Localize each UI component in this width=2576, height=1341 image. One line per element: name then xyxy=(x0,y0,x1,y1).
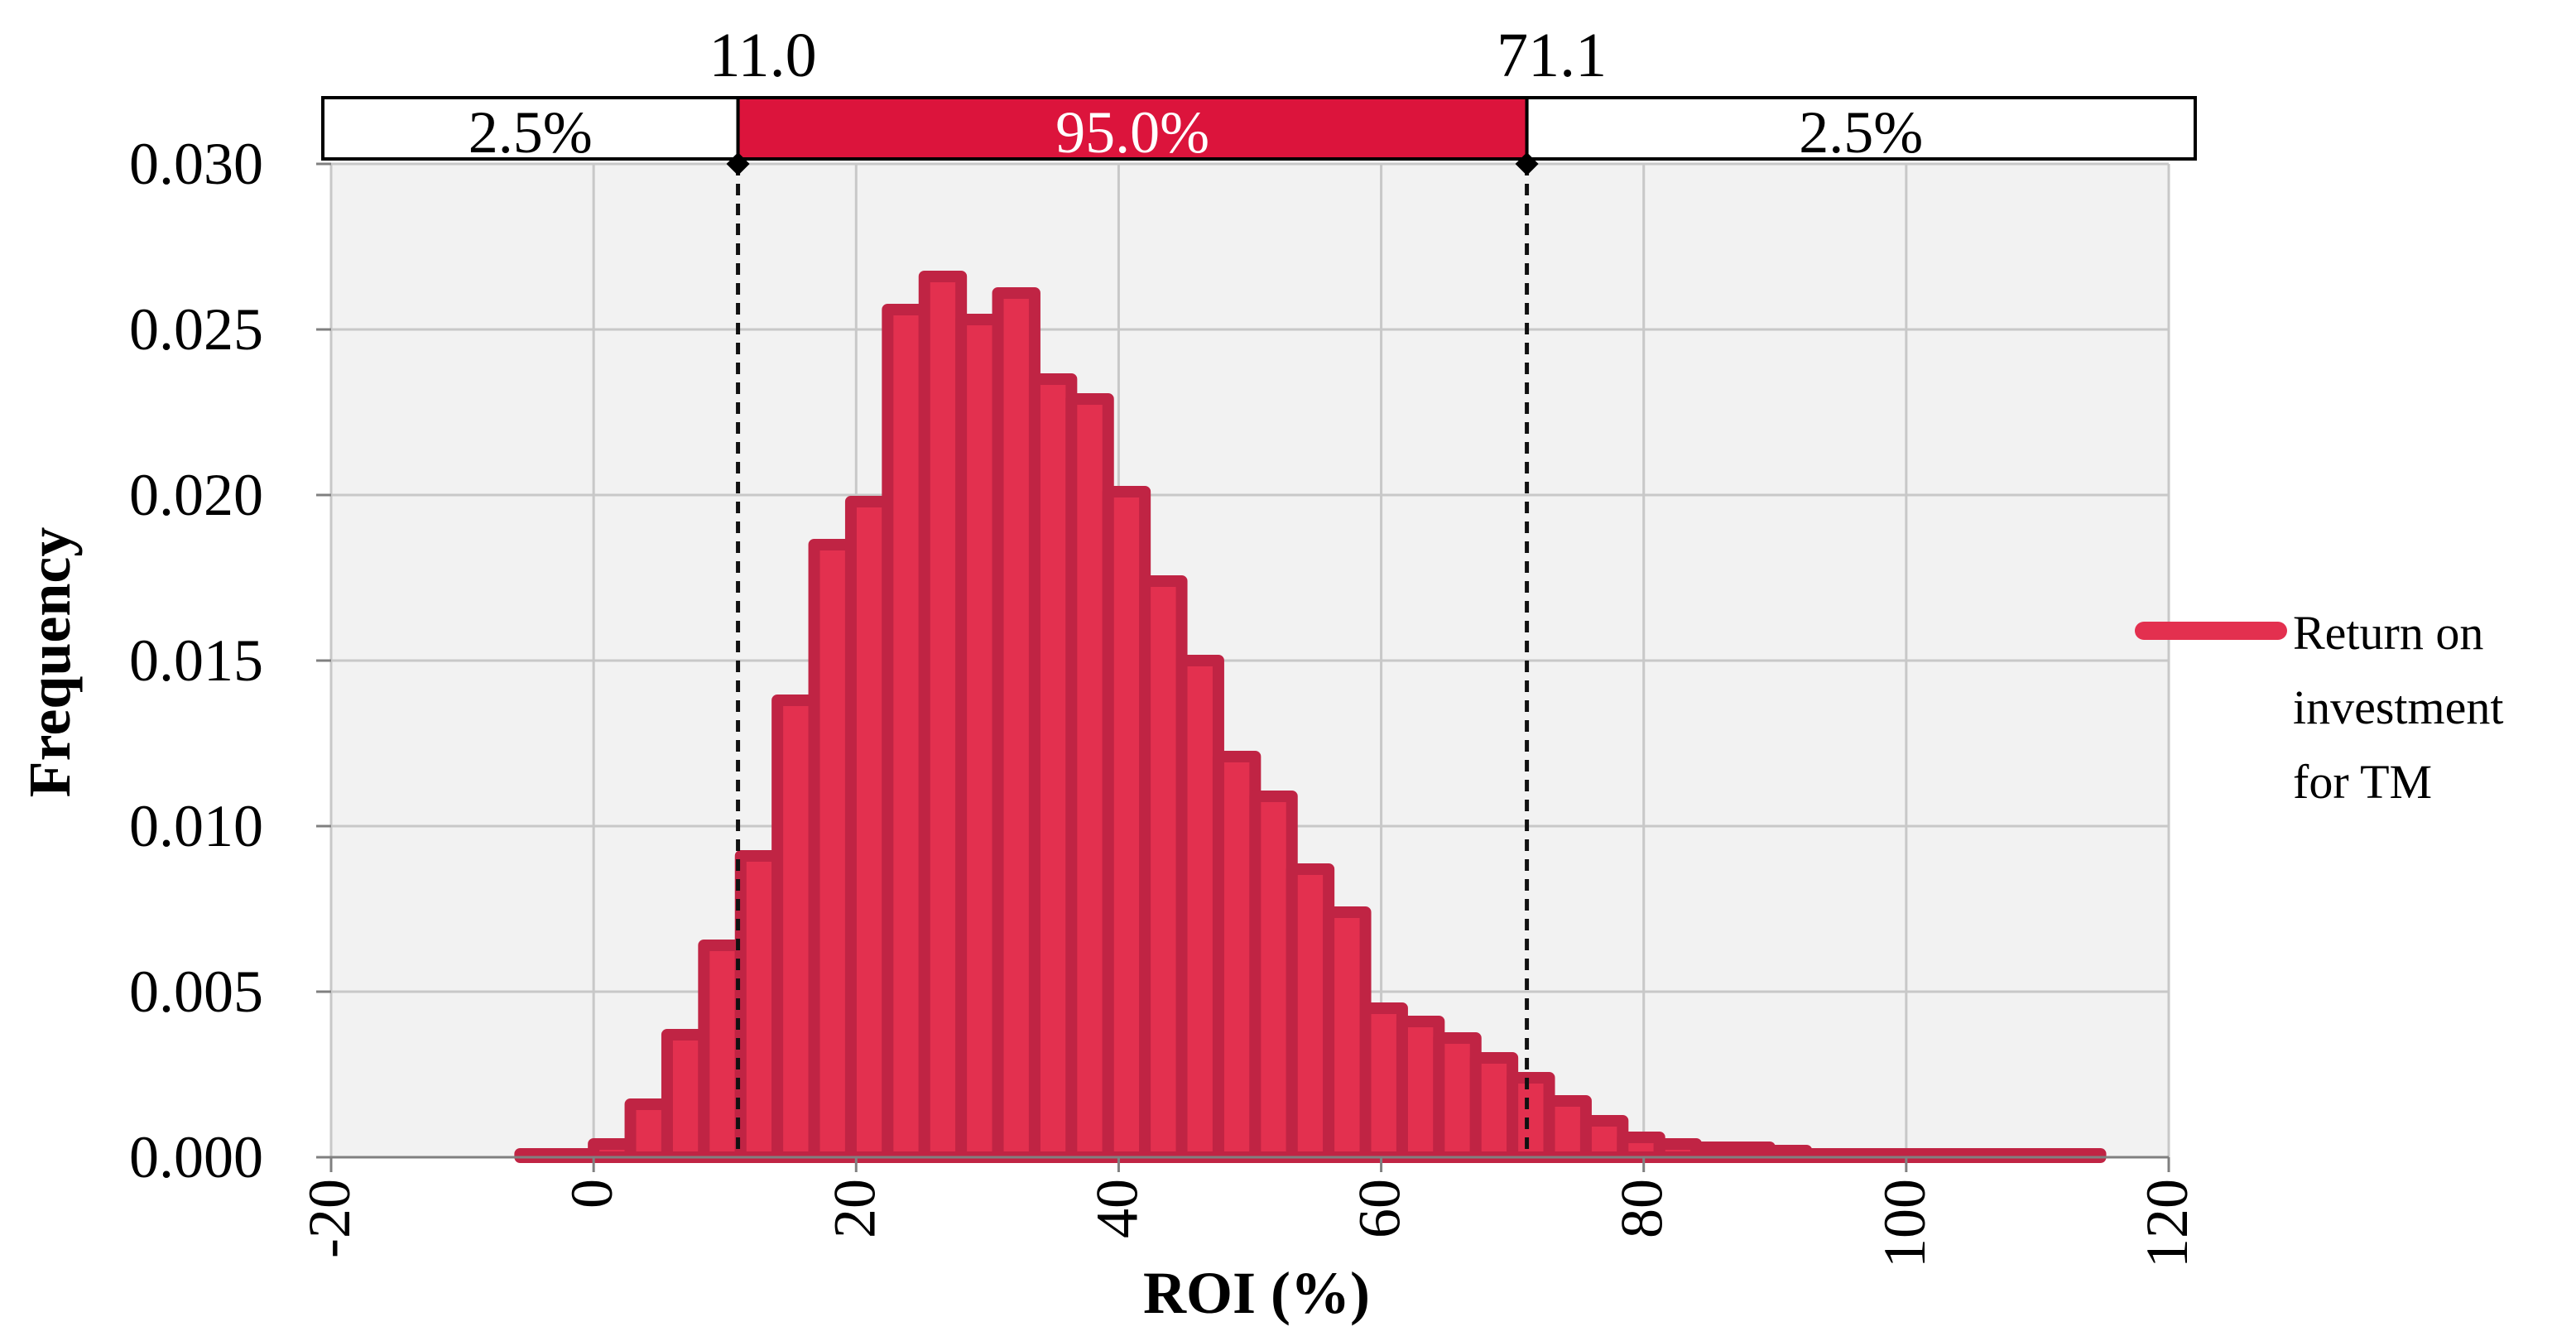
band-label-2: 2.5% xyxy=(1799,99,1923,166)
y-tick-label-1: 0.005 xyxy=(129,959,263,1025)
percentile-bands: 2.5% 95.0% 2.5% xyxy=(321,96,2197,166)
y-tick-label-4: 0.020 xyxy=(129,462,263,528)
legend: Return on investment for TM xyxy=(2135,606,2504,809)
x-tick-label-0: -20 xyxy=(296,1179,363,1258)
tick-labels: -20 0 20 40 60 80 100 120 0.000 0.005 0.010 0.015 0.… xyxy=(129,131,2200,1268)
x-tick-label-4: 60 xyxy=(1347,1179,1413,1238)
y-tick-label-5: 0.025 xyxy=(129,296,263,363)
y-tick-label-2: 0.010 xyxy=(129,793,263,859)
x-tick-label-2: 20 xyxy=(821,1179,887,1238)
y-tick-label-0: 0.000 xyxy=(129,1124,263,1190)
x-tick-label-1: 0 xyxy=(559,1179,625,1209)
legend-label-line-2: investment xyxy=(2293,680,2504,734)
band-label-0: 2.5% xyxy=(469,99,593,166)
band-1 xyxy=(736,96,1529,161)
x-tick-label-3: 40 xyxy=(1084,1179,1150,1238)
x-tick-label-7: 120 xyxy=(2134,1179,2200,1268)
axes xyxy=(316,162,2170,1172)
x-tick-label-5: 80 xyxy=(1609,1179,1675,1238)
marker-diamond-0 xyxy=(726,152,750,175)
x-tick-label-6: 100 xyxy=(1872,1179,1938,1268)
histogram-bar-14 xyxy=(1028,373,1078,1163)
band-2 xyxy=(1525,96,2197,161)
y-tick-label-3: 0.015 xyxy=(129,627,263,694)
x-axis-title: ROI (%) xyxy=(1143,1260,1370,1326)
legend-label-line-3: for TM xyxy=(2293,755,2432,809)
marker-label-1: 71.1 xyxy=(1497,21,1607,90)
band-label-1: 95.0% xyxy=(1055,99,1209,166)
marker-label-0: 11.0 xyxy=(709,21,816,90)
y-tick-label-6: 0.030 xyxy=(129,131,263,197)
legend-label-line-1: Return on xyxy=(2293,606,2483,660)
marker-diamond-1 xyxy=(1515,152,1539,175)
y-axis-title: Frequency xyxy=(17,527,83,798)
percentile-markers: 11.0 71.1 xyxy=(709,21,1607,1157)
